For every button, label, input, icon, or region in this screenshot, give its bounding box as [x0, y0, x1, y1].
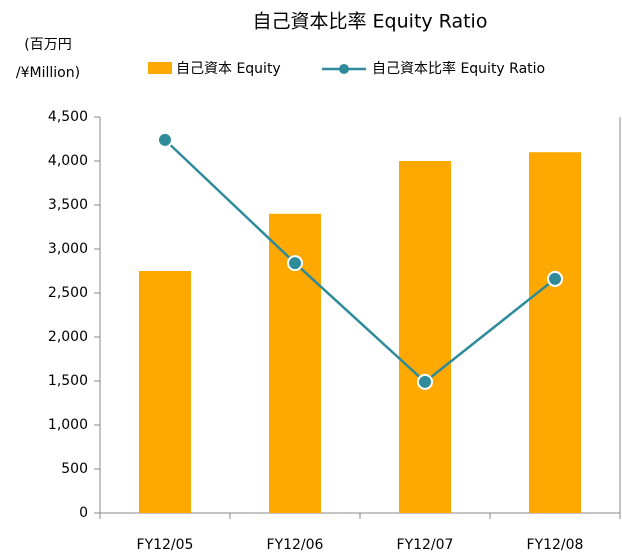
y-tick-label: 1,500: [48, 373, 88, 389]
legend-swatch: [148, 62, 172, 74]
bar: [139, 271, 191, 513]
x-tick-label: FY12/08: [527, 537, 584, 553]
y-tick-label: 500: [61, 461, 88, 477]
y-tick-label: 4,500: [48, 109, 88, 125]
legend-swatch: [339, 64, 349, 74]
chart-title: 自己資本比率 Equity Ratio: [253, 11, 488, 33]
y-tick-label: 2,000: [48, 329, 88, 345]
y-tick-label: 2,500: [48, 285, 88, 301]
y-tick-label: 4,000: [48, 153, 88, 169]
line-point: [547, 270, 563, 287]
y-tick-label: 0: [79, 505, 88, 521]
line-point: [157, 131, 173, 148]
legend-label: 自己資本 Equity: [176, 61, 281, 77]
line-point: [417, 373, 433, 390]
bar: [529, 152, 581, 513]
bar: [399, 161, 451, 513]
y-axis-label: /¥Million): [16, 65, 80, 81]
x-ticks: [99, 513, 621, 519]
y-tick-label: 3,500: [48, 197, 88, 213]
x-tick-label: FY12/05: [137, 537, 194, 553]
line-point: [287, 255, 303, 272]
x-tick-label: FY12/06: [267, 537, 324, 553]
y-tick-label: 3,000: [48, 241, 88, 257]
x-tick-label: FY12/07: [397, 537, 454, 553]
y-axis-label: (百万円: [24, 37, 71, 53]
y-tick-label: 1,000: [48, 417, 88, 433]
legend-label: 自己資本比率 Equity Ratio: [372, 60, 545, 77]
line: [164, 138, 556, 384]
